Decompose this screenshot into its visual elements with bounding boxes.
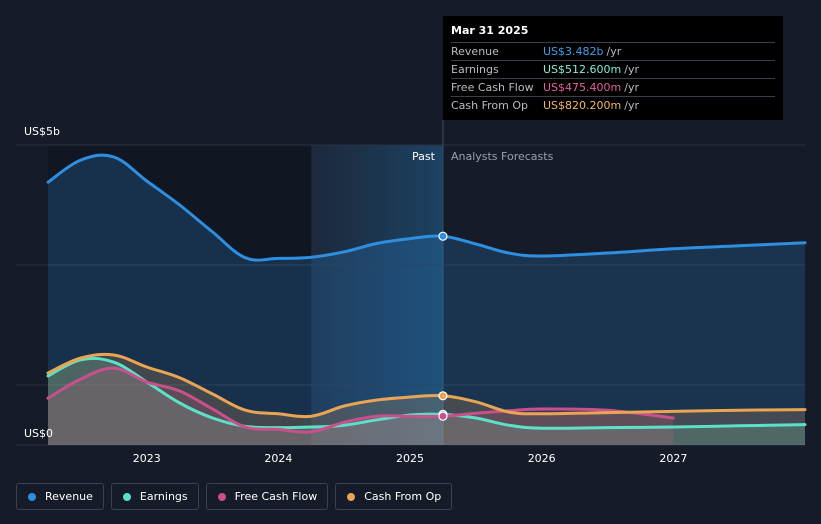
forecast-label: Analysts Forecasts [451,150,554,163]
legend-item-earnings[interactable]: Earnings [110,483,199,510]
x-tick-label: 2023 [133,452,161,465]
legend-dot-icon [28,492,36,501]
tooltip-unit: /yr [624,63,639,76]
tooltip-unit: /yr [624,81,639,94]
tooltip-value: US$512.600m [543,63,622,76]
free-cash-flow-line [46,366,675,434]
y-axis-top-label: US$5b [24,125,60,138]
x-tick-label: 2026 [528,452,556,465]
revenue-area [48,155,805,445]
legend-item-cash-from-op[interactable]: Cash From Op [335,483,453,510]
tooltip-value: US$475.400m [543,81,622,94]
legend-item-revenue[interactable]: Revenue [16,483,104,510]
free-cash-flow-highlight-marker [438,411,448,421]
tooltip-row-cash-from-op: Cash From Op US$820.200m /yr [451,96,775,114]
past-region-dark [48,145,312,445]
tooltip-date: Mar 31 2025 [451,24,529,37]
tooltip-unit: /yr [624,99,639,112]
legend-dot-icon [122,492,131,501]
data-tooltip: Mar 31 2025 Revenue US$3.482b /yr Earnin… [443,16,783,120]
tooltip-row-free-cash-flow: Free Cash Flow US$475.400m /yr [451,78,775,96]
revenue-earnings-chart: US$5b US$0 Past Analysts Forecasts 2023 2024 2… [16,120,807,465]
tooltip-label: Cash From Op [451,99,529,112]
revenue-highlight-marker [438,231,448,241]
tooltip-label: Revenue [451,45,499,58]
legend-item-free-cash-flow[interactable]: Free Cash Flow [205,483,329,510]
legend-label: Free Cash Flow [234,490,318,503]
tooltip-value: US$3.482b [543,45,604,58]
tooltip-unit: /yr [606,45,622,58]
cash-from-op-highlight-marker [438,391,448,401]
tooltip-label: Free Cash Flow [451,81,534,94]
legend-dot-icon [347,492,356,501]
tooltip-row-earnings: Earnings US$512.600m /yr [451,60,775,78]
legend-dot-icon [217,492,226,501]
y-axis-bottom-label: US$0 [24,427,53,440]
tooltip-value: US$820.200m [543,99,622,112]
x-tick-label: 2025 [396,452,424,465]
legend-label: Revenue [45,490,93,503]
earnings-line [46,356,807,430]
chart-legend: Revenue Earnings Free Cash Flow Cash Fro… [16,483,453,510]
tooltip-label: Earnings [451,63,499,76]
tooltip-row-revenue: Revenue US$3.482b /yr [451,42,775,60]
x-tick-label: 2027 [659,452,687,465]
legend-label: Cash From Op [364,490,442,503]
past-label: Past [412,150,436,163]
revenue-line [46,153,807,262]
legend-label: Earnings [139,490,188,503]
x-tick-label: 2024 [264,452,292,465]
cash-from-op-line [46,352,807,419]
